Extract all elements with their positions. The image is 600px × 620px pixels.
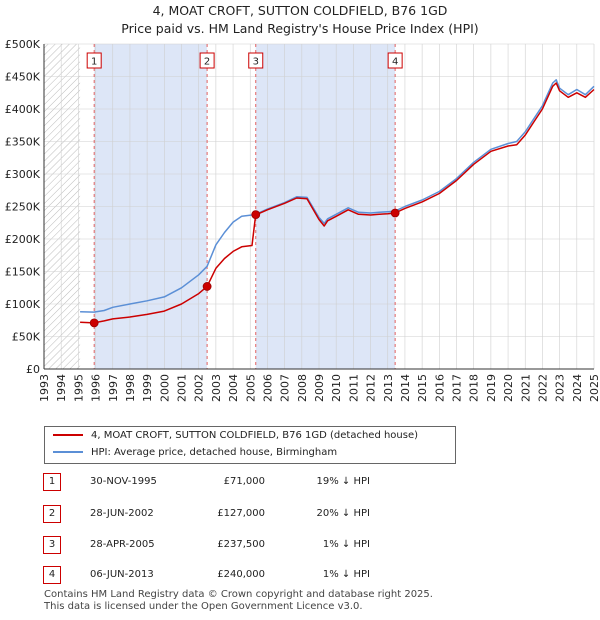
sale-marker-label: 3 — [253, 57, 259, 68]
table-row: 2 28-JUN-2002 £127,000 20% ↓ HPI — [0, 503, 600, 525]
sale-price: £240,000 — [217, 569, 265, 580]
x-tick-label: 2000 — [158, 374, 171, 402]
sale-hpi-diff: 19% ↓ HPI — [316, 476, 370, 487]
footer: Contains HM Land Registry data © Crown c… — [44, 589, 433, 613]
footer-copyright: Contains HM Land Registry data © Crown c… — [44, 589, 433, 600]
sale-hpi-diff: 20% ↓ HPI — [316, 508, 370, 519]
chart-subtitle: Price paid vs. HM Land Registry's House … — [121, 21, 479, 36]
sale-point — [202, 282, 212, 291]
sale-date: 28-APR-2005 — [90, 539, 155, 550]
x-tick-label: 1997 — [107, 374, 120, 402]
y-tick-label: £0 — [26, 363, 40, 376]
y-tick-label: £450K — [5, 71, 41, 84]
x-tick-label: 2019 — [485, 374, 498, 402]
y-tick-label: £400K — [5, 103, 41, 116]
legend-label-price: 4, MOAT CROFT, SUTTON COLDFIELD, B76 1GD… — [91, 430, 419, 441]
x-tick-label: 2002 — [193, 374, 206, 402]
x-tick-label: 2018 — [468, 374, 481, 402]
x-tick-label: 2005 — [244, 374, 257, 402]
sale-hpi-diff: 1% ↓ HPI — [322, 569, 370, 580]
x-tick-label: 2004 — [227, 374, 240, 402]
x-tick-label: 2003 — [210, 374, 223, 402]
x-tick-label: 2025 — [588, 374, 600, 402]
y-tick-label: £50K — [12, 331, 41, 344]
x-tick-label: 2007 — [279, 374, 292, 402]
x-tick-label: 1996 — [90, 374, 103, 402]
x-tick-label: 1994 — [55, 374, 68, 402]
sale-point — [89, 318, 99, 328]
sale-number-badge: 3 — [43, 536, 61, 554]
x-tick-label: 2013 — [382, 374, 395, 402]
sale-hpi-diff: 1% ↓ HPI — [322, 539, 370, 550]
sale-number-badge: 4 — [43, 566, 61, 584]
x-tick-label: 2020 — [502, 374, 515, 402]
legend-swatch-hpi — [53, 451, 83, 453]
sale-marker-box — [199, 52, 215, 69]
footer-license: This data is licensed under the Open Gov… — [44, 601, 363, 612]
sale-point — [390, 208, 400, 218]
table-row: 3 28-APR-2005 £237,500 1% ↓ HPI — [0, 534, 600, 556]
x-tick-label: 2023 — [554, 374, 567, 402]
y-tick-label: £100K — [5, 298, 41, 311]
sale-point — [251, 210, 261, 220]
sale-marker-box — [387, 52, 403, 69]
price-line — [80, 82, 595, 324]
x-tick-label: 2016 — [433, 374, 446, 402]
legend-label-hpi: HPI: Average price, detached house, Birm… — [91, 447, 338, 458]
sale-number-badge: 1 — [43, 473, 61, 491]
y-tick-label: £300K — [5, 168, 41, 181]
sale-price: £71,000 — [223, 476, 265, 487]
x-tick-label: 2010 — [330, 374, 343, 402]
x-tick-label: 2001 — [176, 374, 189, 402]
x-tick-label: 1993 — [38, 374, 51, 402]
x-tick-label: 2015 — [416, 374, 429, 402]
sale-date: 06-JUN-2013 — [90, 569, 154, 580]
x-tick-label: 2024 — [571, 374, 584, 402]
x-tick-label: 2012 — [365, 374, 378, 402]
sale-price: £237,500 — [217, 539, 265, 550]
sale-marker-box — [248, 52, 264, 69]
sale-marker-box — [86, 52, 102, 69]
x-tick-label: 2011 — [347, 374, 360, 402]
sale-marker-label: 4 — [392, 57, 398, 68]
y-tick-label: £250K — [5, 201, 41, 214]
sale-date: 30-NOV-1995 — [90, 476, 157, 487]
sale-marker-label: 1 — [91, 57, 97, 68]
y-tick-label: £350K — [5, 136, 41, 149]
legend-item-price: 4, MOAT CROFT, SUTTON COLDFIELD, B76 1GD… — [53, 428, 418, 444]
sale-number-badge: 2 — [43, 505, 61, 523]
y-tick-label: £200K — [5, 233, 41, 246]
y-tick-label: £500K — [5, 38, 41, 51]
x-tick-label: 2008 — [296, 374, 309, 402]
x-tick-label: 2009 — [313, 374, 326, 402]
y-tick-label: £150K — [5, 266, 41, 279]
sale-price: £127,000 — [217, 508, 265, 519]
x-tick-label: 1999 — [141, 374, 154, 402]
x-tick-label: 1995 — [72, 374, 85, 402]
sale-marker-label: 2 — [204, 57, 210, 68]
price-chart: 1 2 3 4 £0 £50K £100K £150K £200K £250K £300K £350… — [5, 38, 600, 402]
table-row: 4 06-JUN-2013 £240,000 1% ↓ HPI — [0, 564, 600, 586]
legend-item-hpi: HPI: Average price, detached house, Birm… — [53, 445, 337, 461]
chart-title: 4, MOAT CROFT, SUTTON COLDFIELD, B76 1GD — [152, 3, 448, 18]
x-tick-label: 2006 — [261, 374, 274, 402]
legend: 4, MOAT CROFT, SUTTON COLDFIELD, B76 1GD… — [44, 426, 456, 464]
x-tick-label: 2022 — [536, 374, 549, 402]
x-tick-label: 2021 — [519, 374, 532, 402]
sale-date: 28-JUN-2002 — [90, 508, 154, 519]
hpi-line — [80, 79, 595, 313]
legend-swatch-price — [53, 434, 83, 436]
x-tick-label: 2014 — [399, 374, 412, 402]
x-tick-label: 1998 — [124, 374, 137, 402]
table-row: 1 30-NOV-1995 £71,000 19% ↓ HPI — [0, 471, 600, 493]
x-tick-label: 2017 — [451, 374, 464, 402]
